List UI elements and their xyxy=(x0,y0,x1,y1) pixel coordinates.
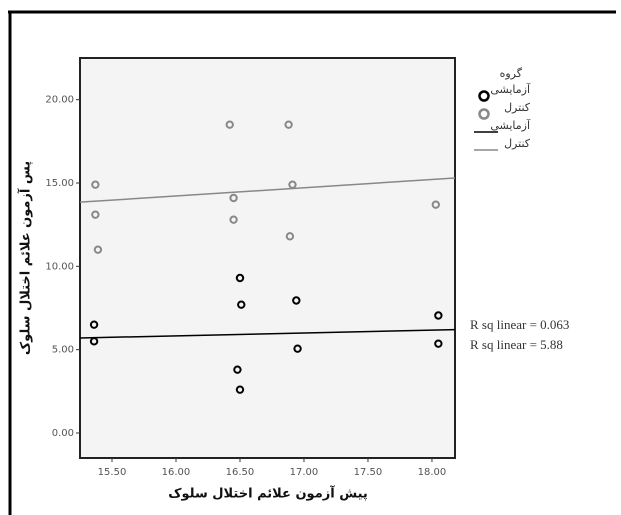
y-tick-label: 15.00 xyxy=(45,178,74,189)
legend-label: کنترل xyxy=(504,137,531,150)
x-tick-label: 17.00 xyxy=(290,467,319,478)
point xyxy=(293,344,302,353)
point xyxy=(431,200,441,209)
fit-line xyxy=(79,328,456,339)
annotation: R sq linear = 0.063 xyxy=(470,317,569,332)
point xyxy=(285,232,295,241)
point xyxy=(434,311,443,320)
point xyxy=(89,320,99,329)
legend-label: آزمایشی xyxy=(490,82,531,96)
x-tick-label: 17.50 xyxy=(354,467,383,478)
x-tick-label: 16.50 xyxy=(226,467,255,478)
y-tick-label: 10.00 xyxy=(45,261,74,272)
legend-label: آزمایشی xyxy=(490,118,531,132)
point xyxy=(434,339,443,348)
point xyxy=(233,365,242,374)
point xyxy=(292,296,301,305)
legend-symbol xyxy=(478,90,490,102)
plot-area xyxy=(79,57,456,459)
point xyxy=(91,210,100,219)
point xyxy=(237,300,246,309)
legend-label: کنترل xyxy=(504,101,531,114)
point xyxy=(235,273,245,283)
point xyxy=(93,245,103,254)
x-tick-label: 16.00 xyxy=(162,467,191,478)
y-tick-label: 0.00 xyxy=(52,428,74,439)
x-tick-label: 18.00 xyxy=(418,467,447,478)
y-axis-label: پس آزمون علائم اختلال سلوک xyxy=(17,161,34,355)
point xyxy=(229,193,238,203)
y-tick-label: 5.00 xyxy=(52,345,74,356)
point xyxy=(284,120,293,129)
annotation: R sq linear = 5.88 xyxy=(470,337,563,352)
point xyxy=(229,215,238,224)
legend-symbol xyxy=(478,108,490,120)
legend-title: گروه xyxy=(500,67,523,80)
point xyxy=(91,180,100,189)
point xyxy=(225,120,234,129)
x-axis-label: پیش آزمون علائم اختلال سلوک xyxy=(168,485,368,502)
fit-line xyxy=(79,177,456,203)
x-tick-label: 15.50 xyxy=(98,467,127,478)
y-tick-label: 20.00 xyxy=(45,95,74,106)
point xyxy=(235,385,245,394)
